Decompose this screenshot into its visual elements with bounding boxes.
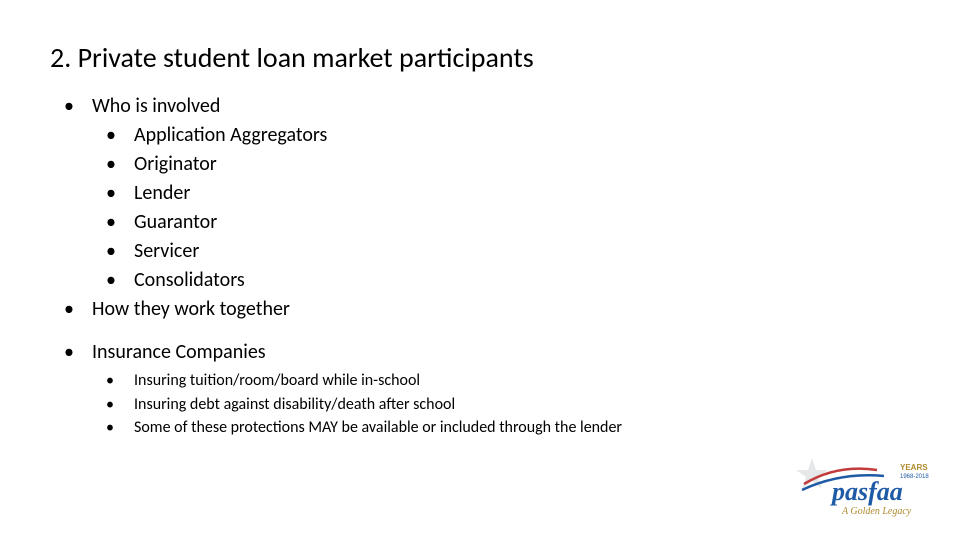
bullet-list-level1-b: Insurance Companies Insuring tuition/roo… [50,339,910,439]
bullet-insurance-item: Some of these protections MAY be availab… [92,417,910,439]
bullet-insurance-sublist: Insuring tuition/room/board while in-sch… [92,370,910,439]
bullet-who-item: Application Aggregators [92,122,910,149]
bullet-list-level1: Who is involved Application Aggregators … [50,93,910,323]
pasfaa-logo: YEARS 1968-2018 pasfaa A Golden Legacy [792,452,942,522]
spacer [50,325,910,339]
bullet-who-label: Who is involved [92,94,220,118]
logo-range-text: 1968-2018 [900,474,929,480]
bullet-insurance-item: Insuring tuition/room/board while in-sch… [92,370,910,392]
bullet-who-item: Servicer [92,238,910,265]
bullet-who-item: Originator [92,151,910,178]
pasfaa-logo-svg: YEARS 1968-2018 pasfaa A Golden Legacy [792,452,942,522]
slide: 2. Private student loan market participa… [0,0,960,540]
bullet-insurance-item: Insuring debt against disability/death a… [92,394,910,416]
bullet-insurance: Insurance Companies Insuring tuition/roo… [50,339,910,439]
bullet-who-sublist: Application Aggregators Originator Lende… [92,122,910,294]
bullet-who: Who is involved Application Aggregators … [50,93,910,294]
logo-years-text: YEARS [900,463,928,472]
logo-sub-text: A Golden Legacy [841,506,912,517]
bullet-insurance-label: Insurance Companies [92,340,266,364]
bullet-who-item: Lender [92,180,910,207]
logo-main-text: pasfaa [830,477,903,506]
bullet-who-item: Guarantor [92,209,910,236]
slide-title: 2. Private student loan market participa… [50,40,910,75]
bullet-who-item: Consolidators [92,267,910,294]
bullet-how: How they work together [50,296,910,323]
